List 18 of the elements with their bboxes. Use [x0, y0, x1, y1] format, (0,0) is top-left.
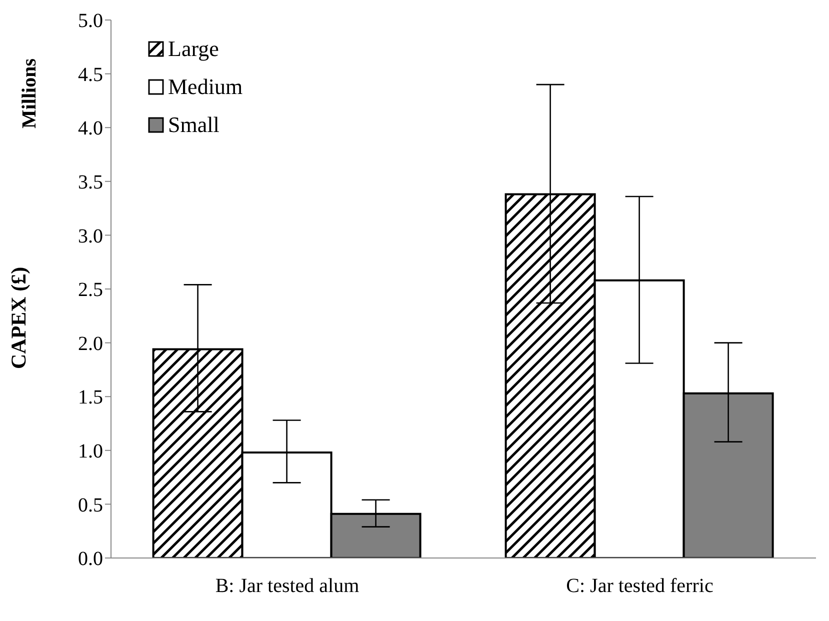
y-tick-label: 3.0 [78, 225, 103, 248]
x-tick-label: B: Jar tested alum [215, 575, 360, 598]
y-tick-label: 1.0 [78, 440, 103, 462]
y-tick-label: 1.5 [78, 386, 103, 409]
legend-label: Small [168, 112, 220, 138]
y-tick-label: 4.0 [78, 118, 103, 140]
y-tick-label: 4.5 [78, 64, 103, 86]
y-tick-label: 0.5 [78, 494, 103, 516]
y-tick-label: 5.0 [78, 10, 103, 32]
y-tick-label: 0.0 [78, 548, 103, 570]
x-tick-label: C: Jar tested ferric [566, 575, 714, 598]
y-tick-label: 3.5 [78, 172, 103, 194]
text: Millions [18, 58, 42, 128]
y-tick-label: 2.0 [78, 332, 103, 355]
y-tick-label: 2.5 [78, 279, 103, 302]
y-axis-title: CAPEX (£) [6, 266, 30, 369]
legend-label: Medium [168, 74, 243, 100]
legend-label: Large [168, 36, 219, 62]
